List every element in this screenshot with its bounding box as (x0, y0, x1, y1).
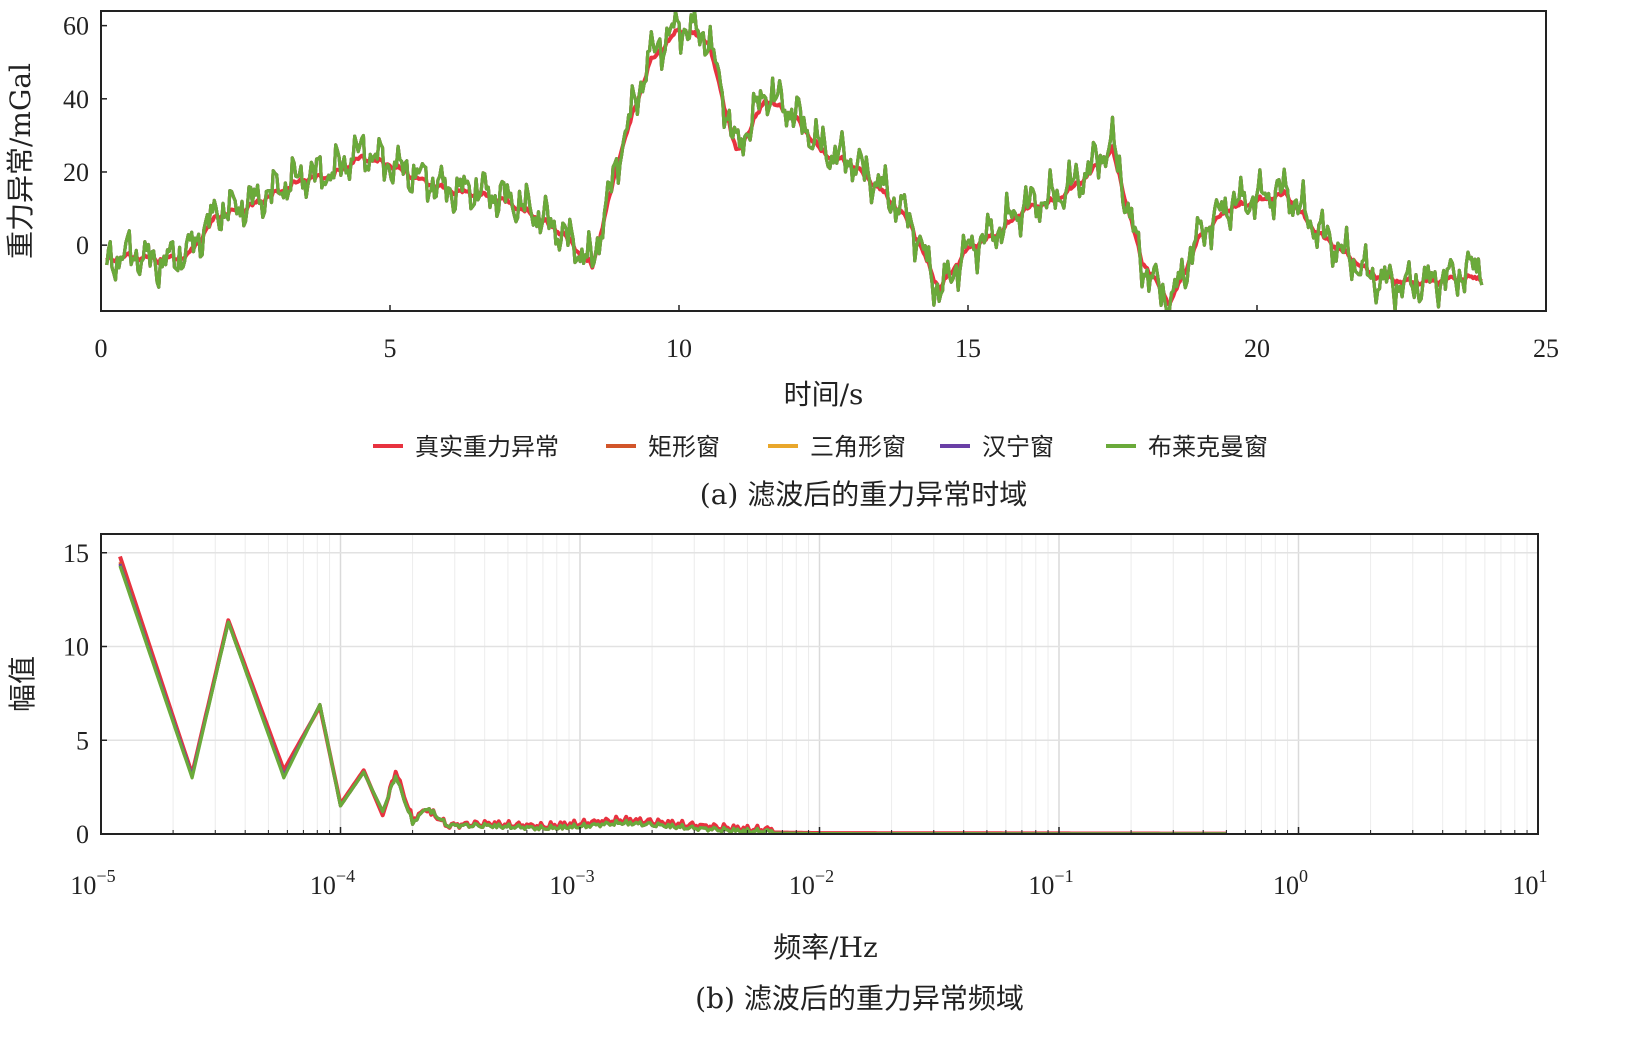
x-tick-exponent: −5 (96, 866, 115, 886)
x-tick-label: 10−5 (70, 866, 115, 900)
legend-label: 真实重力异常 (415, 433, 559, 461)
time-domain-y-ticks: 0 20 40 60 (63, 12, 107, 260)
time-domain-x-label: 时间/s (784, 378, 864, 411)
y-tick-label: 60 (63, 12, 89, 41)
series-line-1 (118, 555, 1227, 834)
y-tick-label: 0 (76, 820, 89, 849)
series-line-3 (118, 563, 1227, 834)
y-tick-label: 10 (63, 633, 89, 662)
frequency-domain-y-ticks: 0 5 10 15 (63, 539, 107, 849)
frequency-domain-grid (100, 534, 1538, 835)
x-tick-label: 10 (666, 334, 692, 363)
x-tick-base: 10 (789, 871, 815, 900)
x-tick-label: 10−2 (789, 866, 834, 900)
x-tick-label: 25 (1533, 334, 1559, 363)
frequency-domain-series (118, 555, 1227, 834)
x-tick-label: 0 (95, 334, 108, 363)
time-domain-series (105, 11, 1484, 311)
frequency-domain-y-label: 幅值 (6, 656, 39, 712)
x-tick-exponent: 1 (1539, 866, 1548, 886)
frequency-domain-x-ticks: 10−5 10−4 10−3 10−2 10−1 100 101 (70, 827, 1548, 900)
series-line-4 (118, 563, 1227, 834)
x-tick-exponent: 0 (1299, 866, 1308, 886)
x-tick-label: 10−4 (310, 866, 355, 900)
time-domain-axes-frame (100, 10, 1547, 312)
x-tick-label: 10−3 (549, 866, 594, 900)
x-tick-label: 5 (384, 334, 397, 363)
x-tick-base: 10 (1028, 871, 1054, 900)
frequency-domain-caption: (b) 滤波后的重力异常频域 (695, 982, 1024, 1015)
x-tick-base: 10 (1513, 871, 1539, 900)
series-line-2 (118, 561, 1227, 834)
y-tick-label: 5 (76, 726, 89, 755)
legend: 真实重力异常 矩形窗 三角形窗 汉宁窗 布莱克曼窗 (373, 433, 1268, 461)
time-domain-panel: 0 5 10 15 20 25 0 20 40 60 时间/s 重力异常/mGal 真实重力异常… (4, 10, 1559, 511)
x-tick-label: 101 (1513, 866, 1548, 900)
x-tick-label: 100 (1273, 866, 1308, 900)
legend-label: 矩形窗 (648, 433, 720, 461)
y-tick-label: 0 (76, 231, 89, 260)
x-tick-label: 10−1 (1028, 866, 1073, 900)
x-tick-label: 15 (955, 334, 981, 363)
x-tick-exponent: −4 (336, 866, 355, 886)
legend-label: 三角形窗 (810, 433, 906, 461)
x-tick-exponent: −3 (575, 866, 594, 886)
series-line-5 (118, 565, 1227, 834)
series-line-5 (105, 11, 1484, 311)
x-tick-exponent: −2 (815, 866, 834, 886)
x-tick-label: 20 (1244, 334, 1270, 363)
y-tick-label: 40 (63, 85, 89, 114)
legend-label: 汉宁窗 (982, 433, 1054, 461)
y-tick-label: 20 (63, 158, 89, 187)
x-tick-base: 10 (549, 871, 575, 900)
legend-label: 布莱克曼窗 (1148, 433, 1268, 461)
time-domain-x-ticks: 0 5 10 15 20 25 (95, 305, 1559, 363)
time-domain-caption: (a) 滤波后的重力异常时域 (700, 478, 1027, 511)
frequency-domain-x-label: 频率/Hz (773, 931, 878, 964)
y-tick-label: 15 (63, 539, 89, 568)
x-tick-base: 10 (310, 871, 336, 900)
x-tick-base: 10 (70, 871, 96, 900)
x-tick-exponent: −1 (1054, 866, 1073, 886)
x-tick-base: 10 (1273, 871, 1299, 900)
time-domain-y-label: 重力异常/mGal (4, 63, 37, 259)
